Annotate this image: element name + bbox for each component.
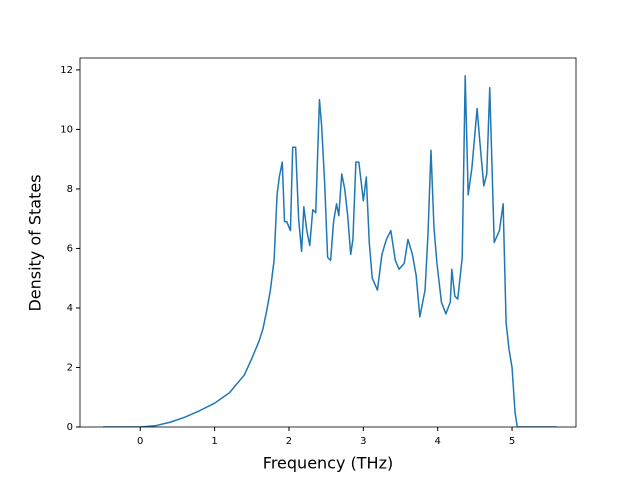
line-series — [103, 75, 557, 427]
y-tick-label: 8 — [67, 184, 73, 195]
x-tick-label: 3 — [360, 436, 366, 447]
y-axis-label: Density of States — [26, 174, 45, 311]
y-tick-label: 10 — [60, 124, 73, 135]
y-tick-label: 12 — [60, 65, 73, 76]
plot-frame — [79, 57, 577, 428]
y-tick-label: 0 — [67, 422, 73, 433]
x-tick-label: 2 — [286, 436, 292, 447]
y-tick-label: 6 — [67, 243, 73, 254]
x-tick-label: 0 — [137, 436, 143, 447]
y-tick-label: 4 — [67, 303, 73, 314]
x-tick-label: 1 — [211, 436, 217, 447]
x-tick-label: 4 — [434, 436, 440, 447]
x-tick-label: 5 — [509, 436, 515, 447]
y-tick-label: 2 — [67, 362, 73, 373]
x-axis-label: Frequency (THz) — [263, 454, 393, 473]
